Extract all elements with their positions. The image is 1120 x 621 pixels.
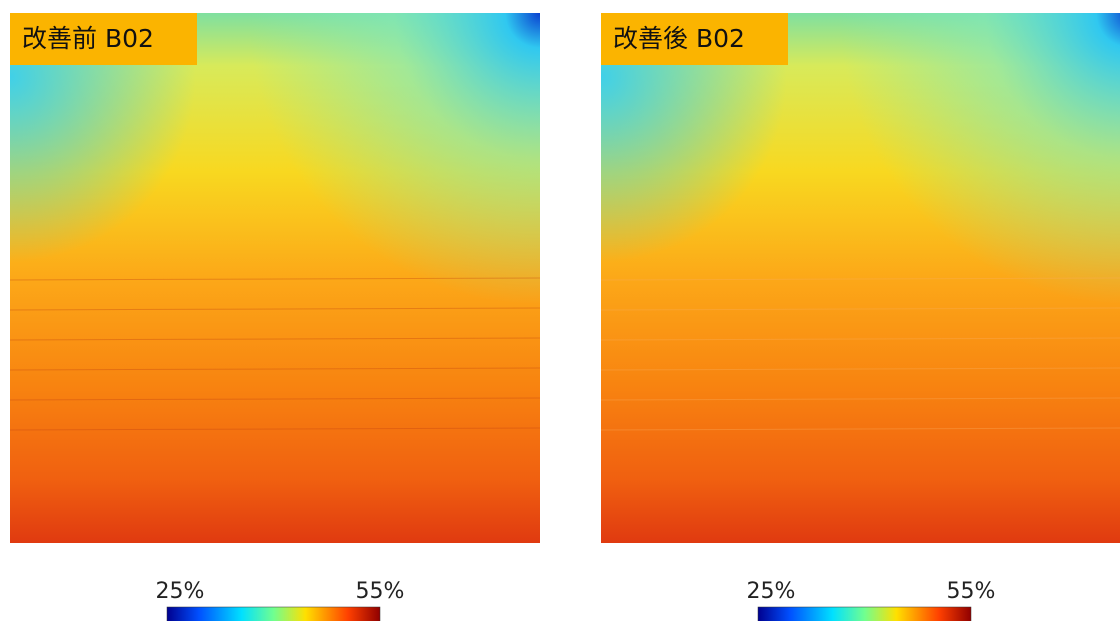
colorbar [758, 607, 971, 621]
figure: 改善前 B02 25% 55% 改善後 B02 25% 55% [0, 0, 1120, 621]
colorbar-max-label: 55% [947, 579, 996, 604]
panel-label: 改善前 B02 [22, 24, 154, 53]
colorbar [167, 607, 380, 621]
panel-label: 改善後 B02 [613, 24, 745, 53]
colorbar-max-label: 55% [356, 579, 405, 604]
colorbar-min-label: 25% [156, 579, 205, 604]
colorbar-min-label: 25% [747, 579, 796, 604]
